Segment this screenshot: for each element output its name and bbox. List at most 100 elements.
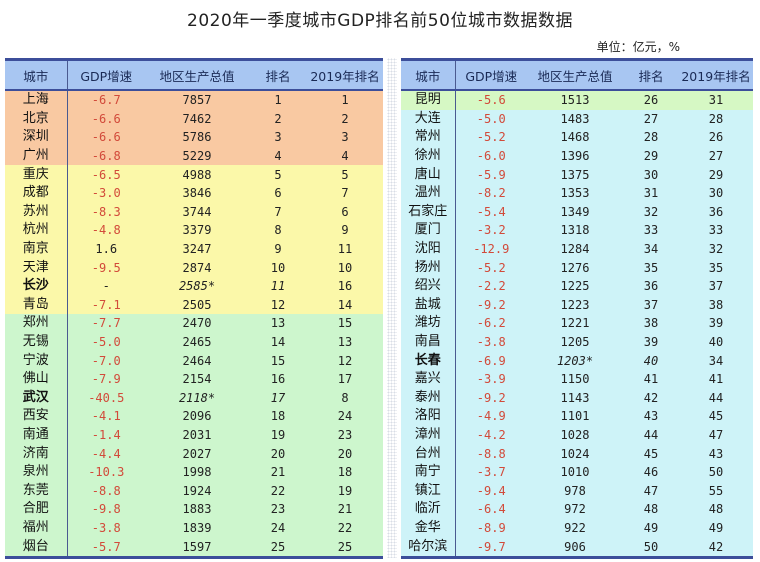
city-cell: 洛阳 bbox=[401, 407, 456, 426]
table-row: 南宁 -3.7 1010 46 50 bbox=[401, 462, 753, 482]
gdp-cell: 4988 bbox=[145, 165, 249, 184]
rank-cell: 46 bbox=[623, 462, 679, 482]
table-row: 石家庄 -5.4 1349 32 36 bbox=[401, 202, 753, 222]
growth-cell: -9.7 bbox=[455, 537, 527, 559]
rank-2019-cell: 34 bbox=[679, 351, 753, 370]
gdp-cell: 1150 bbox=[527, 369, 623, 389]
rank-2019-cell: 14 bbox=[307, 295, 383, 315]
growth-cell: -6.2 bbox=[455, 314, 527, 333]
rank-2019-cell: 37 bbox=[679, 276, 753, 296]
growth-cell: -3.8 bbox=[67, 518, 145, 538]
rank-cell: 10 bbox=[249, 258, 307, 277]
city-cell: 常州 bbox=[401, 128, 456, 147]
growth-cell: -6.6 bbox=[67, 109, 145, 129]
table-row: 漳州 -4.2 1028 44 47 bbox=[401, 425, 753, 445]
gdp-cell: 1028 bbox=[527, 425, 623, 445]
rank-cell: 14 bbox=[249, 332, 307, 352]
rank-cell: 4 bbox=[249, 146, 307, 166]
gdp-cell: 2465 bbox=[145, 332, 249, 352]
rank-2019-cell: 3 bbox=[307, 128, 383, 147]
rank-2019-cell: 21 bbox=[307, 500, 383, 519]
unit-label: 单位：亿元，% bbox=[596, 40, 680, 54]
growth-cell: -8.8 bbox=[67, 481, 145, 501]
rank-2019-cell: 5 bbox=[307, 165, 383, 184]
city-cell: 沈阳 bbox=[401, 239, 456, 259]
table-row: 济南 -4.4 2027 20 20 bbox=[5, 444, 383, 463]
city-cell: 成都 bbox=[5, 183, 68, 203]
rank-cell: 33 bbox=[623, 221, 679, 240]
rank-2019-cell: 20 bbox=[307, 444, 383, 463]
city-cell: 广州 bbox=[5, 146, 68, 166]
table-row: 哈尔滨 -9.7 906 50 42 bbox=[401, 537, 753, 559]
rank-cell: 47 bbox=[623, 481, 679, 501]
city-cell: 北京 bbox=[5, 109, 68, 129]
growth-cell: -5.2 bbox=[455, 128, 527, 147]
rank-cell: 21 bbox=[249, 462, 307, 482]
column-header-city: 城市 bbox=[5, 58, 68, 91]
rank-2019-cell: 31 bbox=[679, 90, 753, 110]
gdp-table-right: 城市 GDP增速 地区生产总值 排名 2019年排名 昆明 -5.6 1513 26 3… bbox=[401, 58, 753, 559]
growth-cell: -9.5 bbox=[67, 258, 145, 277]
city-cell: 扬州 bbox=[401, 258, 456, 277]
table-row: 金华 -8.9 922 49 49 bbox=[401, 518, 753, 538]
rank-cell: 39 bbox=[623, 332, 679, 352]
growth-cell: -6.4 bbox=[455, 500, 527, 519]
table-row: 临沂 -6.4 972 48 48 bbox=[401, 500, 753, 519]
growth-cell: -2.2 bbox=[455, 276, 527, 296]
column-header-rank-2019: 2019年排名 bbox=[679, 58, 753, 91]
rank-cell: 8 bbox=[249, 221, 307, 240]
rank-cell: 49 bbox=[623, 518, 679, 538]
rank-cell: 32 bbox=[623, 202, 679, 222]
rank-2019-cell: 10 bbox=[307, 258, 383, 277]
growth-cell: -3.8 bbox=[455, 332, 527, 352]
gdp-cell: 1101 bbox=[527, 407, 623, 426]
growth-cell: -7.7 bbox=[67, 314, 145, 333]
table-separator bbox=[387, 58, 397, 558]
gdp-cell: 906 bbox=[527, 537, 623, 559]
city-cell: 漳州 bbox=[401, 425, 456, 445]
growth-cell: -3.0 bbox=[67, 183, 145, 203]
gdp-cell: 5786 bbox=[145, 128, 249, 147]
rank-cell: 12 bbox=[249, 295, 307, 315]
city-cell: 西安 bbox=[5, 407, 68, 426]
city-cell: 大连 bbox=[401, 109, 456, 129]
table-row: 青岛 -7.1 2505 12 14 bbox=[5, 295, 383, 315]
gdp-cell: 1276 bbox=[527, 258, 623, 277]
rank-2019-cell: 49 bbox=[679, 518, 753, 538]
rank-2019-cell: 18 bbox=[307, 462, 383, 482]
city-cell: 长沙 bbox=[5, 276, 68, 296]
table-row: 南昌 -3.8 1205 39 40 bbox=[401, 332, 753, 352]
city-cell: 深圳 bbox=[5, 128, 68, 147]
table-row: 深圳 -6.6 5786 3 3 bbox=[5, 128, 383, 147]
rank-cell: 18 bbox=[249, 407, 307, 426]
table-row: 沈阳 -12.9 1284 34 32 bbox=[401, 239, 753, 259]
growth-cell: -5.4 bbox=[455, 202, 527, 222]
city-cell: 上海 bbox=[5, 90, 68, 110]
rank-2019-cell: 33 bbox=[679, 221, 753, 240]
growth-cell: -4.1 bbox=[67, 407, 145, 426]
rank-2019-cell: 28 bbox=[679, 109, 753, 129]
rank-cell: 9 bbox=[249, 239, 307, 259]
gdp-cell: 1513 bbox=[527, 90, 623, 110]
growth-cell: -6.8 bbox=[67, 146, 145, 166]
rank-cell: 19 bbox=[249, 425, 307, 445]
table-row: 福州 -3.8 1839 24 22 bbox=[5, 518, 383, 538]
rank-cell: 2 bbox=[249, 109, 307, 129]
gdp-table-left: 城市 GDP增速 地区生产总值 排名 2019年排名 上海 -6.7 7857 1 1 北… bbox=[5, 58, 383, 559]
table-row: 合肥 -9.8 1883 23 21 bbox=[5, 500, 383, 519]
growth-cell: -7.9 bbox=[67, 369, 145, 389]
table-row: 成都 -3.0 3846 6 7 bbox=[5, 183, 383, 203]
rank-2019-cell: 36 bbox=[679, 202, 753, 222]
rank-2019-cell: 17 bbox=[307, 369, 383, 389]
rank-2019-cell: 23 bbox=[307, 425, 383, 445]
column-header-growth: GDP增速 bbox=[455, 58, 527, 91]
rank-2019-cell: 42 bbox=[679, 537, 753, 559]
growth-cell: -5.9 bbox=[455, 165, 527, 184]
rank-cell: 25 bbox=[249, 537, 307, 559]
rank-2019-cell: 41 bbox=[679, 369, 753, 389]
table-row: 武汉 -40.5 2118* 17 8 bbox=[5, 388, 383, 408]
growth-cell: -5.7 bbox=[67, 537, 145, 559]
rank-2019-cell: 9 bbox=[307, 221, 383, 240]
table-row: 台州 -8.8 1024 45 43 bbox=[401, 444, 753, 463]
city-cell: 昆明 bbox=[401, 90, 456, 110]
